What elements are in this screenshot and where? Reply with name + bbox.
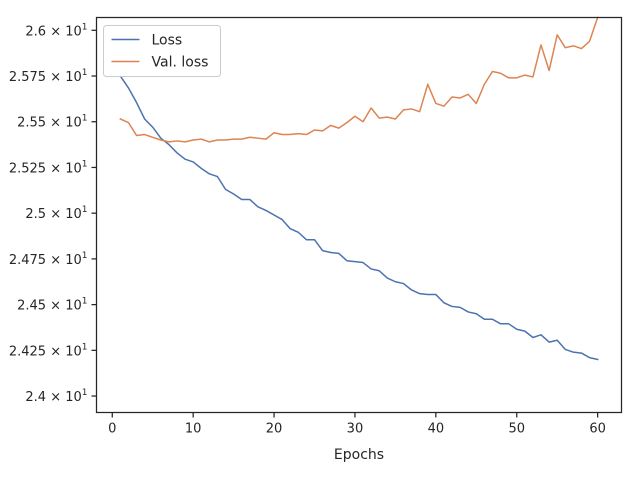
- y-tick-label: 2.55 × 101: [17, 114, 87, 131]
- x-tick-label: 50: [508, 422, 525, 437]
- x-tick-label: 20: [266, 422, 283, 437]
- series-loss: [119, 74, 599, 361]
- x-tick-label: 10: [185, 422, 202, 437]
- y-tick-label: 2.45 × 101: [17, 297, 87, 314]
- x-tick-label: 30: [347, 422, 364, 437]
- y-tick-label: 2.425 × 101: [9, 342, 88, 359]
- y-tick-label: 2.5 × 101: [25, 205, 87, 222]
- y-tick-label: 2.575 × 101: [9, 68, 88, 85]
- y-axis: 2.4 × 101 2.425 × 101 2.45 × 101 2.475 × 10…: [9, 22, 97, 405]
- plot-area: [119, 16, 599, 361]
- x-axis: 0 10 20 30 40 50 60: [108, 412, 606, 437]
- legend-item: Val. loss: [111, 55, 209, 71]
- y-tick-label: 2.475 × 101: [9, 251, 88, 268]
- x-axis-title: Epochs: [334, 447, 384, 463]
- legend-box: [103, 25, 221, 77]
- legend-label: Val. loss: [152, 55, 209, 71]
- x-tick-label: 0: [108, 422, 116, 437]
- series-line: [119, 74, 599, 361]
- y-tick-label: 2.525 × 101: [9, 159, 88, 176]
- legend: Loss Val. loss: [103, 25, 221, 77]
- series-val-loss: [119, 16, 599, 143]
- x-tick-label: 60: [589, 422, 606, 437]
- y-tick-label: 2.4 × 101: [25, 388, 87, 405]
- legend-item: Loss: [111, 33, 183, 49]
- y-tick-label: 2.6 × 101: [25, 22, 87, 39]
- series-line: [119, 16, 599, 143]
- plot-frame: [95, 16, 623, 414]
- legend-label: Loss: [152, 33, 183, 49]
- x-tick-label: 40: [428, 422, 445, 437]
